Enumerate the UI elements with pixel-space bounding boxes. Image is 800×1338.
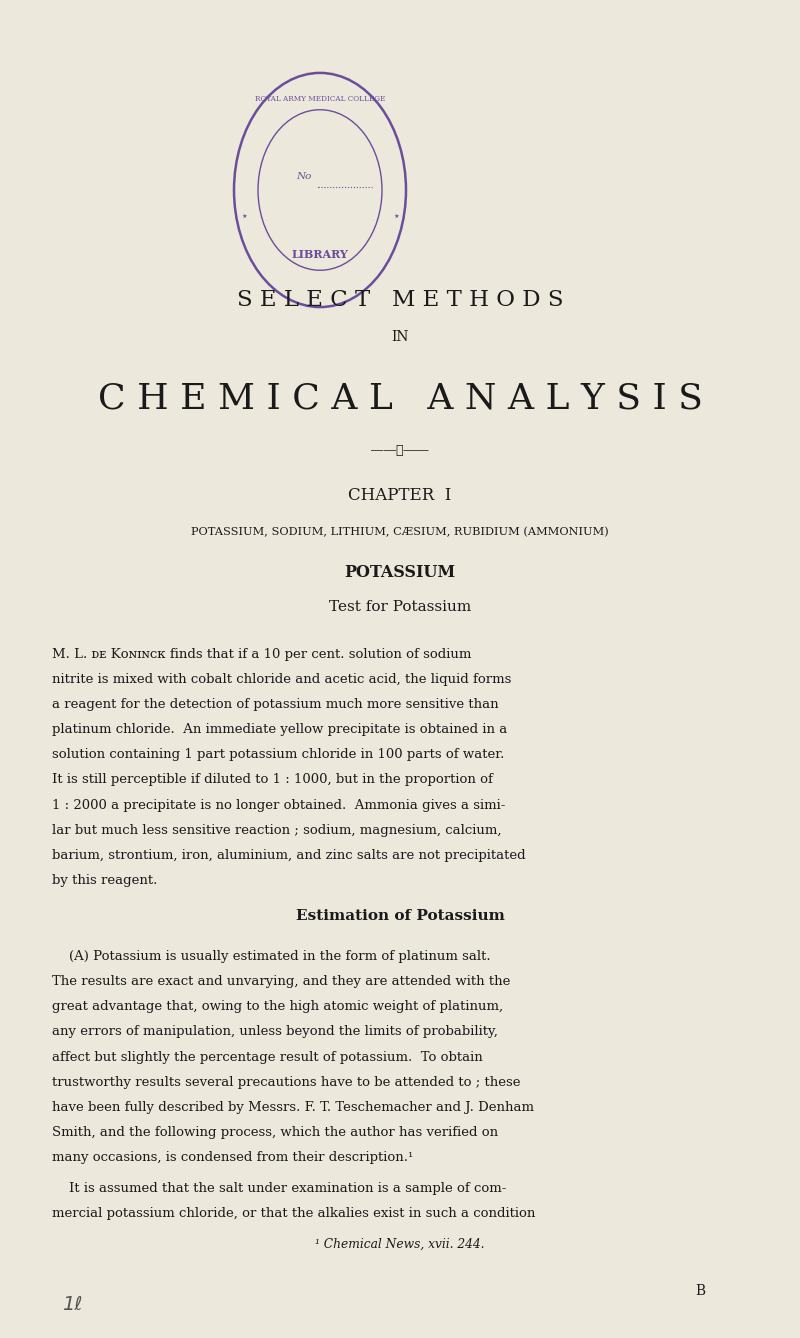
Text: CHAPTER  I: CHAPTER I bbox=[348, 487, 452, 503]
Text: It is still perceptible if diluted to 1 : 1000, but in the proportion of: It is still perceptible if diluted to 1 … bbox=[52, 773, 493, 787]
Text: IN: IN bbox=[391, 330, 409, 344]
Text: ROYAL ARMY MEDICAL COLLEGE: ROYAL ARMY MEDICAL COLLEGE bbox=[254, 95, 386, 103]
Text: ★: ★ bbox=[393, 214, 399, 219]
Text: The results are exact and unvarying, and they are attended with the: The results are exact and unvarying, and… bbox=[52, 975, 510, 989]
Text: a reagent for the detection of potassium much more sensitive than: a reagent for the detection of potassium… bbox=[52, 698, 498, 710]
Text: No: No bbox=[296, 173, 311, 181]
Text: Test for Potassium: Test for Potassium bbox=[329, 601, 471, 614]
Text: nitrite is mixed with cobalt chloride and acetic acid, the liquid forms: nitrite is mixed with cobalt chloride an… bbox=[52, 673, 511, 686]
Text: M. L. ᴅᴇ Kᴏɴɪɴᴄᴋ finds that if a 10 per cent. solution of sodium: M. L. ᴅᴇ Kᴏɴɪɴᴄᴋ finds that if a 10 per … bbox=[52, 648, 471, 661]
Text: LIBRARY: LIBRARY bbox=[291, 249, 349, 260]
Text: ¹ Chemical News, xvii. 244.: ¹ Chemical News, xvii. 244. bbox=[315, 1238, 485, 1251]
Text: POTASSIUM, SODIUM, LITHIUM, CÆSIUM, RUBIDIUM (AMMONIUM): POTASSIUM, SODIUM, LITHIUM, CÆSIUM, RUBI… bbox=[191, 527, 609, 538]
Text: 1ℓ: 1ℓ bbox=[62, 1295, 82, 1314]
Text: Smith, and the following process, which the author has verified on: Smith, and the following process, which … bbox=[52, 1127, 498, 1139]
Text: It is assumed that the salt under examination is a sample of com-: It is assumed that the salt under examin… bbox=[52, 1181, 506, 1195]
Text: platinum chloride.  An immediate yellow precipitate is obtained in a: platinum chloride. An immediate yellow p… bbox=[52, 723, 507, 736]
Text: have been fully described by Messrs. F. T. Teschemacher and J. Denham: have been fully described by Messrs. F. … bbox=[52, 1101, 534, 1115]
Text: B: B bbox=[695, 1284, 705, 1298]
Text: POTASSIUM: POTASSIUM bbox=[345, 565, 455, 581]
Text: any errors of manipulation, unless beyond the limits of probability,: any errors of manipulation, unless beyon… bbox=[52, 1025, 498, 1038]
Text: ★: ★ bbox=[241, 214, 247, 219]
Text: many occasions, is condensed from their description.¹: many occasions, is condensed from their … bbox=[52, 1151, 414, 1164]
Text: 1 : 2000 a precipitate is no longer obtained.  Ammonia gives a simi-: 1 : 2000 a precipitate is no longer obta… bbox=[52, 799, 506, 812]
Text: barium, strontium, iron, aluminium, and zinc salts are not precipitated: barium, strontium, iron, aluminium, and … bbox=[52, 848, 526, 862]
Text: C H E M I C A L   A N A L Y S I S: C H E M I C A L A N A L Y S I S bbox=[98, 381, 702, 416]
Text: Estimation of Potassium: Estimation of Potassium bbox=[295, 909, 505, 922]
Text: (A) Potassium is usually estimated in the form of platinum salt.: (A) Potassium is usually estimated in th… bbox=[52, 950, 490, 963]
Text: .: . bbox=[316, 182, 319, 190]
Text: great advantage that, owing to the high atomic weight of platinum,: great advantage that, owing to the high … bbox=[52, 1001, 503, 1013]
Text: by this reagent.: by this reagent. bbox=[52, 874, 158, 887]
Text: solution containing 1 part potassium chloride in 100 parts of water.: solution containing 1 part potassium chl… bbox=[52, 748, 504, 761]
Text: ――❖――: ――❖―― bbox=[371, 444, 429, 458]
Text: mercial potassium chloride, or that the alkalies exist in such a condition: mercial potassium chloride, or that the … bbox=[52, 1207, 535, 1220]
Text: trustworthy results several precautions have to be attended to ; these: trustworthy results several precautions … bbox=[52, 1076, 521, 1089]
Text: S E L E C T   M E T H O D S: S E L E C T M E T H O D S bbox=[237, 289, 563, 310]
Text: lar but much less sensitive reaction ; sodium, magnesium, calcium,: lar but much less sensitive reaction ; s… bbox=[52, 824, 502, 836]
Text: affect but slightly the percentage result of potassium.  To obtain: affect but slightly the percentage resul… bbox=[52, 1050, 482, 1064]
